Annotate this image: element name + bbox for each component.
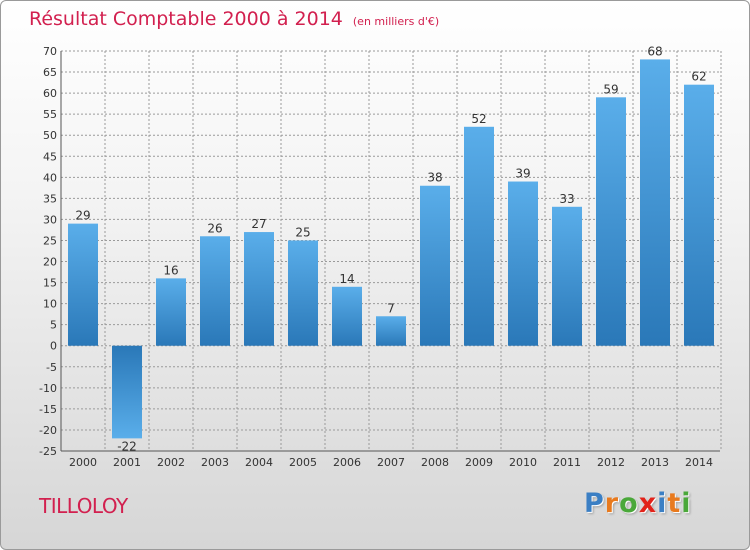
bar	[112, 345, 142, 439]
x-tick-label: 2002	[157, 456, 185, 469]
logo-letter: x	[638, 488, 658, 519]
data-label: 26	[207, 221, 222, 235]
y-tick-label: 15	[43, 277, 57, 290]
bar	[684, 84, 714, 346]
y-tick-label: -5	[46, 361, 57, 374]
data-label: 25	[295, 225, 310, 239]
y-tick-label: -10	[39, 382, 57, 395]
data-label: -22	[117, 439, 137, 453]
y-tick-label: 25	[43, 234, 57, 247]
chart-title: Résultat Comptable 2000 à 2014 (en millie…	[29, 8, 439, 30]
y-tick-label: 45	[43, 150, 57, 163]
bar	[508, 181, 538, 346]
x-tick-label: 2007	[377, 456, 405, 469]
y-tick-label: 55	[43, 108, 57, 121]
proxiti-logo: Proxiti	[584, 488, 692, 519]
bar	[68, 223, 98, 346]
y-tick-label: 30	[43, 213, 57, 226]
y-tick-label: 60	[43, 87, 57, 100]
x-tick-label: 2010	[509, 456, 537, 469]
y-tick-label: -25	[39, 445, 57, 458]
data-label: 16	[163, 263, 178, 277]
y-tick-label: 20	[43, 256, 57, 269]
x-tick-label: 2008	[421, 456, 449, 469]
bar	[596, 97, 626, 346]
data-label: 14	[339, 272, 354, 286]
y-tick-label: -20	[39, 424, 57, 437]
bar	[156, 278, 186, 346]
bar	[288, 240, 318, 346]
x-tick-label: 2012	[597, 456, 625, 469]
x-tick-label: 2013	[641, 456, 669, 469]
logo-letter: i	[681, 488, 692, 519]
x-tick-label: 2014	[685, 456, 713, 469]
x-tick-label: 2004	[245, 456, 273, 469]
y-tick-label: 70	[43, 45, 57, 58]
y-tick-label: 10	[43, 298, 57, 311]
bar	[464, 126, 494, 346]
y-tick-label: 65	[43, 66, 57, 79]
x-tick-label: 2005	[289, 456, 317, 469]
bar	[244, 232, 274, 346]
data-label: 68	[647, 44, 662, 58]
x-tick-label: 2003	[201, 456, 229, 469]
x-tick-label: 2009	[465, 456, 493, 469]
x-tick-label: 2001	[113, 456, 141, 469]
bar	[332, 286, 362, 346]
logo-letter: t	[667, 488, 682, 519]
data-label: 39	[515, 167, 530, 181]
logo-letter: P	[584, 488, 605, 519]
y-tick-label: 0	[50, 340, 57, 353]
data-label: 62	[691, 70, 706, 84]
data-label: 59	[603, 82, 618, 96]
logo-letter: r	[604, 488, 620, 519]
bar	[376, 316, 406, 346]
data-label: 29	[75, 209, 90, 223]
y-tick-label: 35	[43, 192, 57, 205]
data-label: 33	[559, 192, 574, 206]
bar	[640, 59, 670, 346]
bar	[420, 185, 450, 346]
x-tick-label: 2011	[553, 456, 581, 469]
chart-unit: (en milliers d'€)	[352, 15, 440, 28]
bar	[200, 236, 230, 346]
data-label: 7	[387, 301, 395, 315]
bar	[552, 206, 582, 346]
x-tick-label: 2006	[333, 456, 361, 469]
commune-name: TILLOLOY	[39, 494, 128, 518]
data-label: 52	[471, 112, 486, 126]
data-label: 27	[251, 217, 266, 231]
y-tick-label: 40	[43, 171, 57, 184]
data-label: 38	[427, 171, 442, 185]
chart-title-text: Résultat Comptable 2000 à 2014	[29, 8, 343, 30]
x-tick-label: 2000	[69, 456, 97, 469]
y-tick-label: 50	[43, 129, 57, 142]
y-tick-label: 5	[50, 319, 57, 332]
y-tick-label: -15	[39, 403, 57, 416]
logo-letter: i	[657, 488, 668, 519]
logo-letter: o	[619, 488, 639, 519]
